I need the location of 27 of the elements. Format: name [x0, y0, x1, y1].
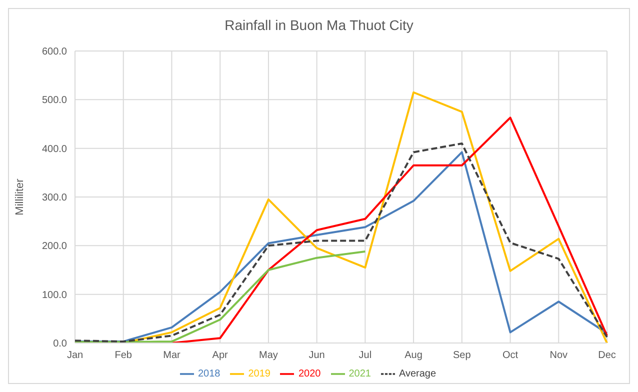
chart-title: Rainfall in Buon Ma Thuot City: [224, 16, 414, 35]
y-tick-label: 200.0: [42, 241, 68, 252]
x-tick-label: Jan: [66, 350, 84, 362]
y-tick-label: 0.0: [53, 338, 68, 350]
line-series: [74, 250, 366, 343]
x-tick-label: Oct: [502, 350, 518, 362]
y-axis-title: Milliliter: [14, 178, 26, 216]
y-tick-label: 500.0: [42, 95, 68, 106]
x-tick-label: Apr: [212, 350, 229, 362]
x-tick-label: Dec: [598, 350, 616, 362]
x-tick-label: Aug: [404, 350, 422, 362]
x-tick-label: Mar: [163, 350, 181, 362]
y-tick-label: 300.0: [42, 192, 68, 204]
legend-label: 2019: [248, 368, 270, 380]
legend-label: 2018: [198, 368, 220, 380]
x-tick-label: Jun: [308, 350, 325, 362]
x-tick-label: May: [259, 350, 278, 362]
x-tick-label: Feb: [114, 350, 132, 362]
y-tick-label: 400.0: [42, 144, 68, 155]
x-tick-label: Nov: [550, 350, 568, 362]
legend-label: 2021: [348, 368, 371, 380]
y-tick-label: 600.0: [42, 46, 68, 58]
x-tick-label: Sep: [453, 350, 472, 362]
legend-label: Average: [398, 368, 436, 380]
x-tick-label: Jul: [358, 350, 372, 362]
y-tick-label: 100.0: [42, 290, 68, 301]
legend-label: 2020: [298, 368, 321, 380]
